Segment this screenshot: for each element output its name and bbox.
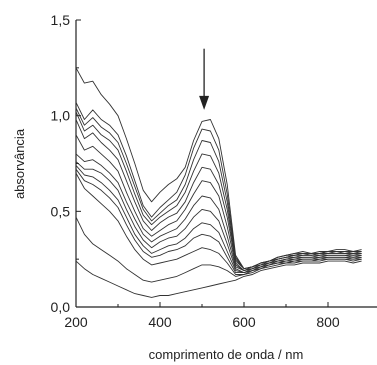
y-ticks: 0,0 0,5 1,0 1,5 (51, 12, 81, 315)
spectrum-line-6 (75, 134, 362, 272)
spectrum-line-4 (75, 111, 362, 270)
spectrum-line-10 (75, 168, 362, 274)
y-tick-label: 1,5 (51, 12, 71, 28)
x-tick-label: 400 (148, 314, 172, 330)
spectrum-line-5 (75, 119, 362, 272)
x-axis-title: comprimento de onda / nm (149, 347, 304, 362)
series-group (75, 67, 362, 298)
y-axis-title: absorvância (12, 128, 27, 199)
y-tick-label: 0,0 (51, 299, 71, 315)
spectrum-line-8 (75, 161, 362, 274)
x-tick-label: 600 (232, 314, 256, 330)
arrow-head (199, 95, 210, 110)
spectrum-line-11 (75, 172, 362, 275)
spectrum-line-7 (75, 153, 362, 272)
x-tick-label: 200 (64, 314, 88, 330)
x-tick-label: 800 (316, 314, 340, 330)
spectrum-line-1 (75, 67, 362, 270)
spectrum-line-12 (75, 216, 362, 283)
spectrum-line-9 (75, 165, 362, 274)
x-ticks: 200 400 600 800 (64, 302, 340, 330)
annotation-group (199, 48, 210, 110)
spectrum-line-13 (75, 260, 362, 298)
spectrum-line-3 (75, 107, 362, 270)
y-tick-label: 1,0 (51, 108, 71, 124)
y-tick-label: 0,5 (51, 203, 71, 219)
